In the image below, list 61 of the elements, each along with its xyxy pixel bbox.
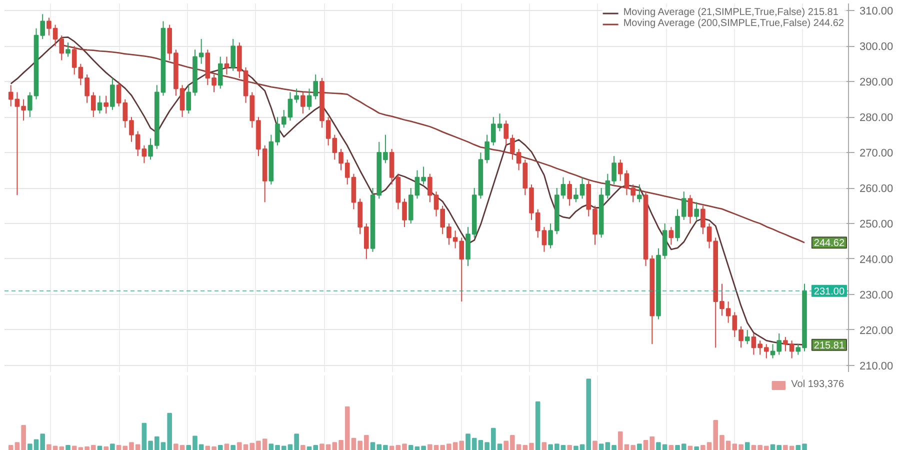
candlestick [732,312,738,338]
candlestick [738,326,744,348]
bar [535,401,540,450]
bar [104,446,108,450]
legend-label: Vol 193,376 [791,379,844,390]
bar [744,442,750,450]
bar [66,445,70,450]
candlestick [694,202,699,220]
bar [110,444,115,450]
candlestick [230,38,236,72]
candlestick [110,78,115,110]
candlestick [224,56,230,75]
text: 215.81 [814,340,845,352]
bar [694,446,699,450]
candlestick [97,95,102,114]
y-tick-label: 250.00 [860,218,894,230]
candlestick [364,222,369,260]
y-tick-label: 210.00 [860,360,894,372]
bar [224,444,230,450]
bar [97,446,102,450]
y-tick-label: 230.00 [860,289,894,302]
bar [688,446,693,450]
candlestick [72,46,77,75]
candlestick [744,329,750,345]
candlestick [783,336,788,352]
bar [668,445,674,450]
y-tick-label: 260.00 [860,183,894,195]
candlestick [668,226,674,246]
bar [300,445,306,450]
bar [218,445,223,450]
y-tick-label: 290.00 [860,76,894,89]
candlestick [637,184,642,203]
candlestick [567,180,572,206]
bar [592,440,598,450]
bar [598,444,604,450]
candlestick [104,95,108,114]
candlestick [142,144,147,164]
ref-line-label: 231.00 [814,286,845,298]
candlestick [66,42,70,58]
y-tick-label: 270.00 [860,148,894,160]
legend-label: Moving Average (21,SIMPLE,True,False) 215.81 [623,7,838,18]
candlestick [688,194,693,224]
candlestick [542,226,547,252]
bar [637,444,642,450]
y-tick-label: 240.00 [860,254,894,266]
bar [72,446,77,450]
y-tick-label: 310.00 [860,6,894,18]
candlestick [218,56,223,90]
candlestick [180,84,185,118]
bar [542,442,547,450]
bar [567,445,572,450]
candlestick [726,301,731,324]
candlestick [789,340,794,359]
candlestick [21,98,26,122]
candlestick [300,92,306,114]
y-tick-label: 280.00 [860,112,894,124]
y-tick-label: 220.00 [860,324,894,337]
y-tick-label: 300.00 [860,41,894,54]
legend-label: Moving Average (200,SIMPLE,True,False) 244.62 [623,18,844,29]
text: 244.62 [814,238,845,250]
bar [230,445,236,450]
